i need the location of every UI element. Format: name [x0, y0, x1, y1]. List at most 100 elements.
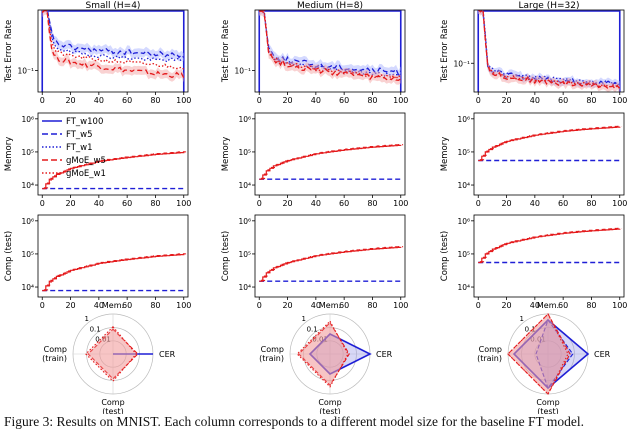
x-tick-label: 0 [476, 199, 481, 208]
subplot-4: 0 20 40 60 80 100 10⁴ 10⁵ 10⁶ Memory [4, 112, 191, 208]
radar-axis-label: (test) [102, 407, 124, 414]
series-line-FT_w5 [46, 10, 185, 59]
plot-area [41, 10, 185, 92]
x-tick-label: 60 [339, 199, 349, 208]
x-tick-label: 0 [40, 96, 45, 105]
subplot-9: 0 20 40 60 80 100 10⁴ 10⁵ 10⁶ Comp (test) [440, 214, 627, 310]
series-step-gMoE-dashed [43, 253, 187, 291]
x-tick-label: 100 [176, 301, 191, 310]
subplot-title: Small (H=4) [86, 1, 141, 11]
plot-frame [254, 214, 406, 298]
subplot-title: Large (H=32) [519, 1, 580, 11]
radar-series-FT_w5 [535, 318, 574, 390]
radar-ring-label: 0.1 [307, 326, 318, 334]
x-tick-label: 0 [476, 96, 481, 105]
x-tick-label: 0 [257, 301, 262, 310]
figure-caption: Figure 3: Results on MNIST. Each column … [4, 414, 585, 429]
plot-background [474, 215, 624, 297]
radar-ring-label: 0.1 [525, 326, 536, 334]
x-tick-label: 60 [122, 199, 132, 208]
x-tick-label: 100 [176, 199, 191, 208]
x-tick-label: 40 [94, 301, 104, 310]
x-tick-label: 0 [257, 96, 262, 105]
radar-ring-label: 1 [519, 315, 523, 323]
y-tick-label: 10⁻¹ [234, 66, 251, 75]
x-tick-label: 100 [612, 199, 627, 208]
radar-axis-label: Comp [101, 398, 124, 407]
x-tick-label: 80 [150, 96, 160, 105]
plot-frame [254, 9, 406, 93]
series-step-gMoE-dashed [479, 227, 623, 263]
radar-ring-label: 1 [301, 315, 305, 323]
radar-axis-label: CER [594, 350, 611, 359]
radar-series-gMoE_w5 [87, 328, 139, 380]
y-tick-label: 10⁵ [21, 148, 34, 157]
radar-axis-label: Comp [536, 398, 559, 407]
x-tick-label: 100 [393, 199, 408, 208]
series-band-gMoE_w5 [42, 10, 184, 83]
radar-ring-label: 0.01 [95, 336, 111, 344]
plot-frame [473, 112, 625, 196]
series-line-gMoE_w5 [41, 10, 185, 79]
x-tick-label: 40 [94, 96, 104, 105]
plot-area [259, 144, 404, 180]
series-line-gMoE_w1 [41, 10, 185, 70]
subplot-5: 0 20 40 60 80 100 10⁴ 10⁵ 10⁶ Memory [221, 112, 408, 208]
plot-frame [254, 112, 406, 196]
legend-label: gMoE_w5 [66, 156, 106, 166]
radar-axis-label: (train) [477, 354, 502, 363]
y-axis-label: Comp (test) [4, 231, 14, 281]
y-axis-label: Memory [4, 137, 14, 172]
series-band-gMoE_w5 [478, 10, 620, 92]
x-tick-label: 20 [65, 96, 75, 105]
x-tick-label: 20 [65, 301, 75, 310]
y-tick-label: 10⁶ [238, 115, 251, 124]
x-tick-label: 0 [476, 301, 481, 310]
y-tick-label: 10⁵ [457, 148, 470, 157]
x-tick-label: 0 [40, 301, 45, 310]
plot-area [478, 227, 623, 264]
y-tick-label: 10⁴ [457, 283, 470, 292]
radar-series-gMoE_w1 [507, 313, 569, 395]
x-tick-label: 100 [393, 301, 408, 310]
y-tick-label: 10⁵ [238, 250, 251, 259]
y-tick-label: 10⁴ [21, 283, 34, 292]
plot-area [258, 10, 402, 92]
legend-label: gMoE_w1 [66, 169, 106, 179]
x-tick-label: 60 [122, 96, 132, 105]
y-tick-label: 10⁴ [457, 181, 470, 190]
x-tick-label: 60 [339, 301, 349, 310]
legend-label: FT_w1 [66, 143, 93, 153]
y-tick-label: 10⁵ [457, 250, 470, 259]
x-tick-label: 40 [311, 301, 321, 310]
y-tick-label: 10⁵ [21, 250, 34, 259]
series-step-gMoE [42, 254, 185, 292]
x-tick-label: 60 [339, 96, 349, 105]
x-tick-label: 100 [393, 96, 408, 105]
subplot-7: 0 20 40 60 80 100 10⁴ 10⁵ 10⁶ Comp (test) [4, 214, 191, 310]
series-step-gMoE [478, 228, 621, 264]
plot-frame [473, 9, 625, 93]
x-tick-label: 60 [558, 301, 568, 310]
radar-ring-label: 0.01 [530, 336, 546, 344]
plot-background [255, 113, 405, 195]
y-tick-label: 10⁶ [457, 115, 470, 124]
y-tick-label: 10⁴ [238, 283, 251, 292]
y-axis-label: Comp (test) [440, 231, 450, 281]
radar-ring-label: 0.01 [312, 336, 328, 344]
radar-axis-label: Comp [479, 345, 502, 354]
series-line-FT_w1 [43, 10, 184, 63]
plot-frame [37, 9, 189, 93]
series-band-FT_w5 [259, 10, 401, 79]
plot-area [477, 10, 621, 92]
radar-axis-label: (test) [537, 407, 559, 414]
y-tick-label: 10⁴ [238, 181, 251, 190]
series-line-gMoE_w1 [478, 10, 621, 89]
subplot-6: 0 20 40 60 80 100 10⁴ 10⁵ 10⁶ Memory [440, 112, 627, 208]
x-tick-label: 100 [176, 96, 191, 105]
x-tick-label: 100 [612, 301, 627, 310]
x-tick-label: 80 [586, 301, 596, 310]
